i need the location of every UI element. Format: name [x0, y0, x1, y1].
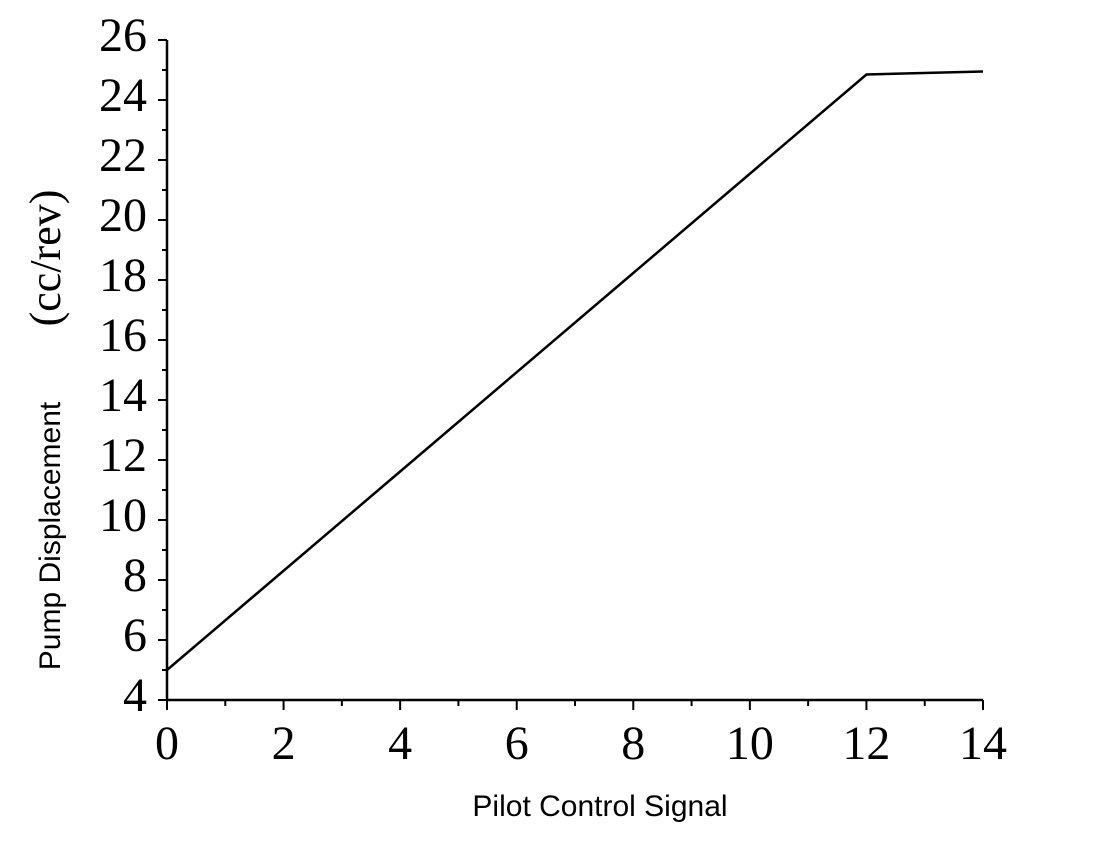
x-axis-label: Pilot Control Signal [472, 790, 727, 823]
y-tick-label: 10 [99, 489, 147, 542]
y-tick-label: 20 [99, 189, 147, 242]
x-tick-label: 12 [842, 717, 890, 770]
y-tick-label: 8 [123, 549, 147, 602]
x-tick-label: 10 [726, 717, 774, 770]
y-tick-label: 16 [99, 309, 147, 362]
data-line [166, 70, 984, 671]
y-axis-unit: (cc/rev) [21, 190, 70, 327]
x-tick-label: 14 [959, 717, 1007, 770]
y-axis-label: Pump Displacement [34, 401, 67, 670]
y-tick-label: 12 [99, 429, 147, 482]
y-tick-label: 6 [123, 609, 147, 662]
y-tick-label: 26 [99, 9, 147, 62]
y-tick-label: 14 [99, 369, 147, 422]
y-tick-label: 18 [99, 249, 147, 302]
x-tick-label: 0 [155, 717, 179, 770]
y-tick-label: 24 [99, 69, 147, 122]
x-tick-label: 4 [388, 717, 412, 770]
y-tick-label: 4 [123, 669, 147, 722]
x-tick-label: 2 [272, 717, 296, 770]
y-tick-label: 22 [99, 129, 147, 182]
x-tick-label: 6 [505, 717, 529, 770]
x-tick-label: 8 [621, 717, 645, 770]
